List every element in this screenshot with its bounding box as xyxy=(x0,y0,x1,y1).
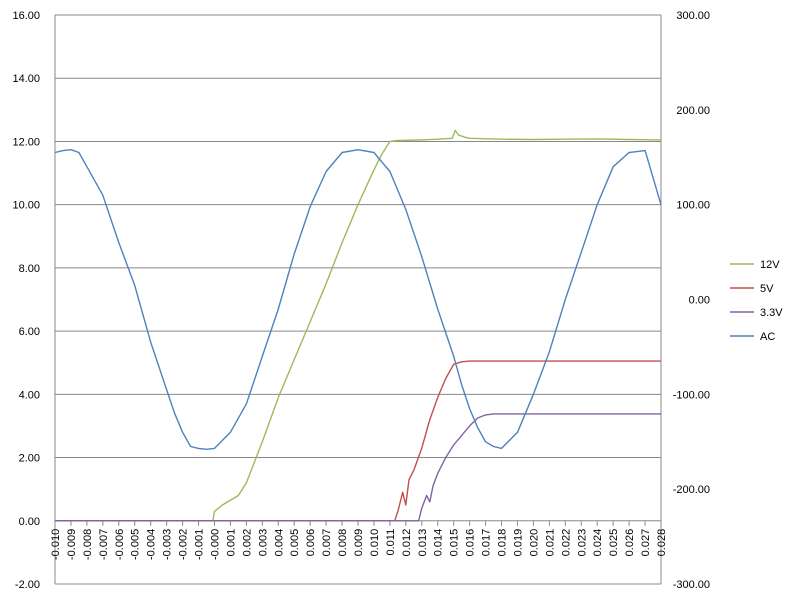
axes xyxy=(54,15,662,584)
x-tick-label: -0.004 xyxy=(146,529,158,560)
x-tick-label: 0.018 xyxy=(497,529,509,557)
x-tick-label: 0.015 xyxy=(449,529,461,557)
x-tick-label: 0.008 xyxy=(337,529,349,557)
x-tick-label: -0.008 xyxy=(82,529,94,560)
y-tick-label: 14.00 xyxy=(12,73,40,85)
legend-label: 3.3V xyxy=(760,307,783,319)
legend-label: AC xyxy=(760,331,775,343)
x-tick-label: -0.007 xyxy=(98,529,110,560)
y-axis-left-ticks: -2.00 0.00 2.00 4.00 6.00 8.00 10.00 12.00 14.00… xyxy=(12,10,40,591)
legend-label: 12V xyxy=(760,259,780,271)
series-line-12v xyxy=(55,129,662,522)
x-tick-label: 0.022 xyxy=(560,529,572,557)
series-line-5v xyxy=(55,360,661,522)
y-tick-label: 6.00 xyxy=(19,326,40,338)
x-tick-label: 0.011 xyxy=(385,529,397,556)
y2-tick-label: -100.00 xyxy=(673,389,710,401)
x-axis-ticks: -0.010 -0.009 -0.008 -0.007 -0.006 -0.005 -0.0… xyxy=(50,529,668,560)
x-tick-label: 0.003 xyxy=(257,529,269,557)
legend-label: 5V xyxy=(760,283,774,295)
x-tick-label: 0.013 xyxy=(417,529,429,557)
x-tick-label: 0.021 xyxy=(544,529,556,557)
y2-tick-label: 300.00 xyxy=(676,10,710,22)
y-tick-label: 0.00 xyxy=(19,516,40,528)
legend: 12V 5V 3.3V AC xyxy=(730,259,783,343)
x-tick-label: 0.026 xyxy=(624,529,636,557)
x-tick-label: -0.006 xyxy=(114,529,126,560)
y-tick-label: 16.00 xyxy=(12,10,40,22)
y-tick-label: 8.00 xyxy=(19,263,40,275)
x-tick-label: 0.025 xyxy=(608,529,620,557)
x-tick-label: -0.010 xyxy=(50,529,62,560)
y2-tick-label: 0.00 xyxy=(689,295,710,307)
plot-area xyxy=(54,129,662,522)
x-tick-label: -0.005 xyxy=(130,529,142,560)
x-tick-label: -0.009 xyxy=(66,529,78,560)
x-tick-label: -0.003 xyxy=(162,529,174,560)
series-line-ac xyxy=(54,148,662,450)
y-tick-label: 4.00 xyxy=(19,389,40,401)
x-tick-label: 0.010 xyxy=(369,529,381,557)
y2-tick-label: -300.00 xyxy=(673,579,710,591)
y-tick-label: 10.00 xyxy=(12,200,40,212)
x-tick-label: 0.005 xyxy=(289,529,301,557)
x-tick-label: -0.001 xyxy=(194,529,206,560)
x-tick-label: 0.012 xyxy=(401,529,413,557)
y-tick-label: 12.00 xyxy=(12,136,40,148)
x-tick-label: 0.014 xyxy=(433,529,445,557)
x-tick-label: 0.028 xyxy=(656,529,668,557)
y-tick-label: -2.00 xyxy=(15,579,40,591)
y2-tick-label: 100.00 xyxy=(676,200,710,212)
y2-tick-label: 200.00 xyxy=(676,105,710,117)
x-tick-label: -0.000 xyxy=(209,529,221,560)
y-axis-right-ticks: -300.00 -200.00 -100.00 0.00 100.00 200.00 300… xyxy=(673,10,710,591)
series-line-3-3v xyxy=(55,413,661,522)
y2-tick-label: -200.00 xyxy=(673,484,710,496)
x-tick-label: 0.004 xyxy=(273,529,285,557)
x-tick-label: -0.002 xyxy=(178,529,190,560)
x-tick-label: 0.020 xyxy=(528,529,540,557)
x-tick-label: 0.009 xyxy=(353,529,365,557)
x-tick-label: 0.006 xyxy=(305,529,317,557)
x-tick-label: 0.007 xyxy=(321,529,333,557)
y-tick-label: 2.00 xyxy=(19,453,40,465)
x-tick-label: 0.019 xyxy=(512,529,524,557)
x-tick-label: 0.024 xyxy=(592,529,604,557)
x-tick-label: 0.023 xyxy=(576,529,588,557)
x-tick-label: 0.017 xyxy=(481,529,493,557)
gridlines xyxy=(55,14,661,585)
x-tick-label: 0.002 xyxy=(241,529,253,557)
x-tick-label: 0.016 xyxy=(465,529,477,557)
x-tick-label: 0.001 xyxy=(225,529,237,557)
x-tick-label: 0.027 xyxy=(640,529,652,557)
